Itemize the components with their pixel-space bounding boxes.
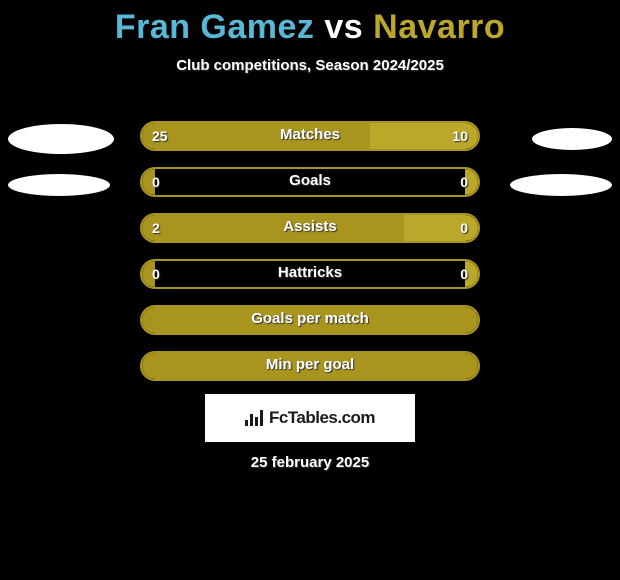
subtitle: Club competitions, Season 2024/2025 [0,57,620,74]
player1-name: Fran Gamez [115,8,315,46]
stat-value-left: 25 [142,128,178,144]
stat-row: 00Goals [0,158,620,204]
stat-value-right: 0 [450,220,478,236]
stat-fill-right: 0 [465,169,478,195]
stat-row: Min per goal [0,342,620,388]
stat-label: Matches [280,126,340,143]
comparison-title: Fran Gamez vs Navarro [0,0,620,47]
stat-value-right: 0 [450,174,478,190]
stat-label: Goals per match [251,310,369,327]
stat-value-left: 2 [142,220,170,236]
date-label: 25 february 2025 [251,454,369,471]
vs-text: vs [324,8,363,46]
stat-value-left: 0 [142,174,170,190]
stat-label: Assists [283,218,336,235]
player2-icon [532,128,612,150]
player1-icon [8,174,110,196]
stat-label: Goals [289,172,331,189]
site-badge: FcTables.com [205,394,415,442]
bars-icon [245,410,263,426]
stat-fill-left: 0 [142,261,155,287]
stat-fill-left: 2 [142,215,404,241]
stat-value-right: 10 [442,128,478,144]
stat-label: Hattricks [278,264,342,281]
stat-value-left: 0 [142,266,170,282]
stat-row: 25 10 Matches [0,112,620,158]
player2-name: Navarro [373,8,505,46]
stat-label: Min per goal [266,356,354,373]
stat-row: Goals per match [0,296,620,342]
comparison-chart: 2510Matches00Goals20Assists00HattricksGo… [0,112,620,388]
site-name: FcTables.com [269,408,375,428]
stat-fill-right: 0 [465,261,478,287]
player1-icon [8,124,114,154]
player2-icon [510,174,612,196]
stat-row: 2 0 Assists [0,204,620,250]
stat-fill-right: 10 [370,123,478,149]
stat-value-right: 0 [450,266,478,282]
stat-fill-right: 0 [404,215,478,241]
stat-row: 00Hattricks [0,250,620,296]
stat-fill-left: 0 [142,169,155,195]
